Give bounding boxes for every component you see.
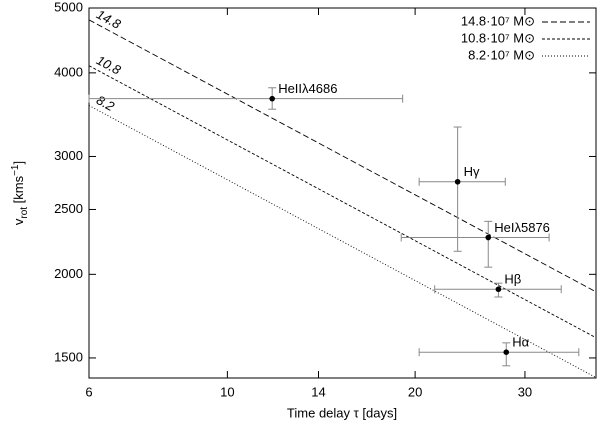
- line-label: 8.2: [94, 92, 118, 114]
- x-tick-label: 20: [408, 384, 422, 399]
- line-label: 10.8: [94, 52, 124, 78]
- legend-label: 10.8·10⁷ M⊙: [461, 30, 535, 45]
- y-tick-label: 3000: [54, 148, 83, 163]
- y-tick-label: 2000: [54, 266, 83, 281]
- x-tick-label: 14: [311, 384, 325, 399]
- x-tick-label: 10: [220, 384, 234, 399]
- y-tick-label: 2500: [54, 201, 83, 216]
- point-label: HeIλ5876: [494, 220, 550, 235]
- plot-frame: [88, 7, 597, 379]
- point: [485, 234, 492, 241]
- x-tick-label: 30: [518, 384, 532, 399]
- y-label-part: rot: [19, 207, 30, 219]
- line-label: 14.8: [94, 7, 124, 33]
- y-tick-label: 4000: [54, 64, 83, 79]
- y-label-part: ]: [11, 161, 26, 165]
- point: [269, 95, 275, 102]
- point: [503, 349, 510, 355]
- y-label-part: [kms: [11, 175, 26, 207]
- point-label: HeIIλ4686: [278, 81, 337, 96]
- y-tick-label: 5000: [54, 0, 83, 14]
- x-axis-label: Time delay τ [days]: [287, 405, 397, 420]
- point-label: Hβ: [504, 272, 521, 287]
- point-label: Hα: [512, 335, 529, 350]
- y-label-part: −1: [10, 164, 21, 176]
- y-tick-label: 1500: [54, 349, 83, 364]
- model-line: [89, 19, 596, 293]
- point-label: Hγ: [464, 164, 480, 179]
- legend-label: 8.2·10⁷ M⊙: [468, 47, 535, 62]
- y-axis-label: vrot [kms−1]: [10, 161, 30, 225]
- legend-label: 14.8·10⁷ M⊙: [461, 13, 535, 28]
- point: [454, 178, 461, 185]
- x-tick-label: 6: [85, 384, 92, 399]
- y-label-part: v: [11, 218, 26, 225]
- model-line: [89, 65, 596, 339]
- point: [495, 286, 502, 293]
